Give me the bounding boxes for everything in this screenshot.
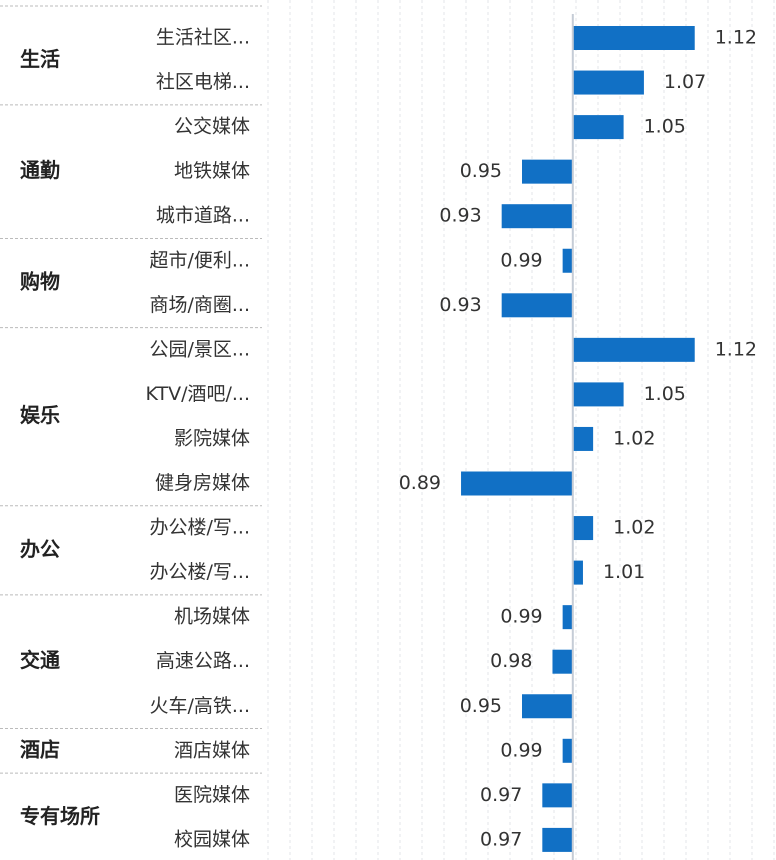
category-label: 健身房媒体 (155, 472, 250, 494)
category-label: 社区电梯... (156, 71, 250, 93)
category-label: 高速公路... (156, 650, 250, 672)
group-label: 生活 (20, 47, 60, 71)
value-label: 1.05 (644, 383, 686, 405)
category-label: 办公楼/写... (149, 561, 250, 583)
category-label: 商场/商圈... (149, 294, 250, 316)
bar (501, 204, 573, 229)
bar (562, 738, 573, 763)
value-label: 0.93 (439, 205, 481, 227)
category-label: 公园/景区... (149, 338, 250, 360)
category-label: 火车/高铁... (149, 695, 250, 717)
bar (542, 783, 573, 808)
bar (572, 337, 695, 362)
bar (542, 827, 573, 852)
group-label: 酒店 (20, 737, 60, 761)
value-label: 0.95 (460, 160, 502, 182)
bar (501, 293, 573, 318)
value-label: 0.95 (460, 695, 502, 717)
value-label: 1.12 (715, 27, 757, 49)
bar (572, 26, 695, 50)
bar (572, 426, 594, 451)
category-label: 校园媒体 (174, 828, 250, 850)
bar (552, 649, 573, 674)
bar (522, 159, 573, 184)
group-label: 娱乐 (20, 403, 60, 427)
value-label: 1.01 (603, 561, 645, 583)
group-label: 交通 (20, 648, 60, 672)
value-label: 0.97 (480, 784, 522, 806)
category-label: 机场媒体 (174, 606, 250, 628)
bar (562, 605, 573, 630)
group-label: 办公 (20, 537, 60, 561)
value-label: 0.89 (399, 472, 441, 494)
bar (461, 471, 573, 496)
category-label: 影院媒体 (174, 427, 250, 449)
category-label: 生活社区... (156, 27, 250, 49)
category-label: 地铁媒体 (174, 160, 250, 182)
bar (572, 560, 583, 585)
category-label: KTV/酒吧/... (145, 383, 250, 405)
value-label: 1.02 (613, 427, 655, 449)
category-label: 城市道路... (156, 205, 250, 227)
value-label: 0.93 (439, 294, 481, 316)
bar (562, 248, 573, 273)
value-label: 1.02 (613, 517, 655, 539)
bar (572, 115, 624, 140)
value-label: 1.12 (715, 338, 757, 360)
bar (572, 382, 624, 407)
group-label: 专有场所 (20, 804, 100, 828)
value-label: 0.97 (480, 828, 522, 850)
value-label: 0.98 (490, 650, 532, 672)
value-label: 1.05 (644, 116, 686, 138)
category-label: 医院媒体 (174, 784, 250, 806)
value-label: 0.99 (500, 739, 542, 761)
category-label: 酒店媒体 (174, 739, 250, 761)
value-label: 1.07 (664, 71, 706, 93)
value-label: 0.99 (500, 606, 542, 628)
value-label: 0.99 (500, 249, 542, 271)
bar (572, 516, 594, 541)
category-label: 公交媒体 (174, 116, 250, 138)
group-label: 通勤 (20, 158, 60, 182)
bar (522, 694, 573, 719)
bar (572, 70, 644, 95)
category-label: 超市/便利... (149, 249, 250, 271)
group-label: 购物 (20, 270, 60, 294)
category-label: 办公楼/写... (149, 517, 250, 539)
